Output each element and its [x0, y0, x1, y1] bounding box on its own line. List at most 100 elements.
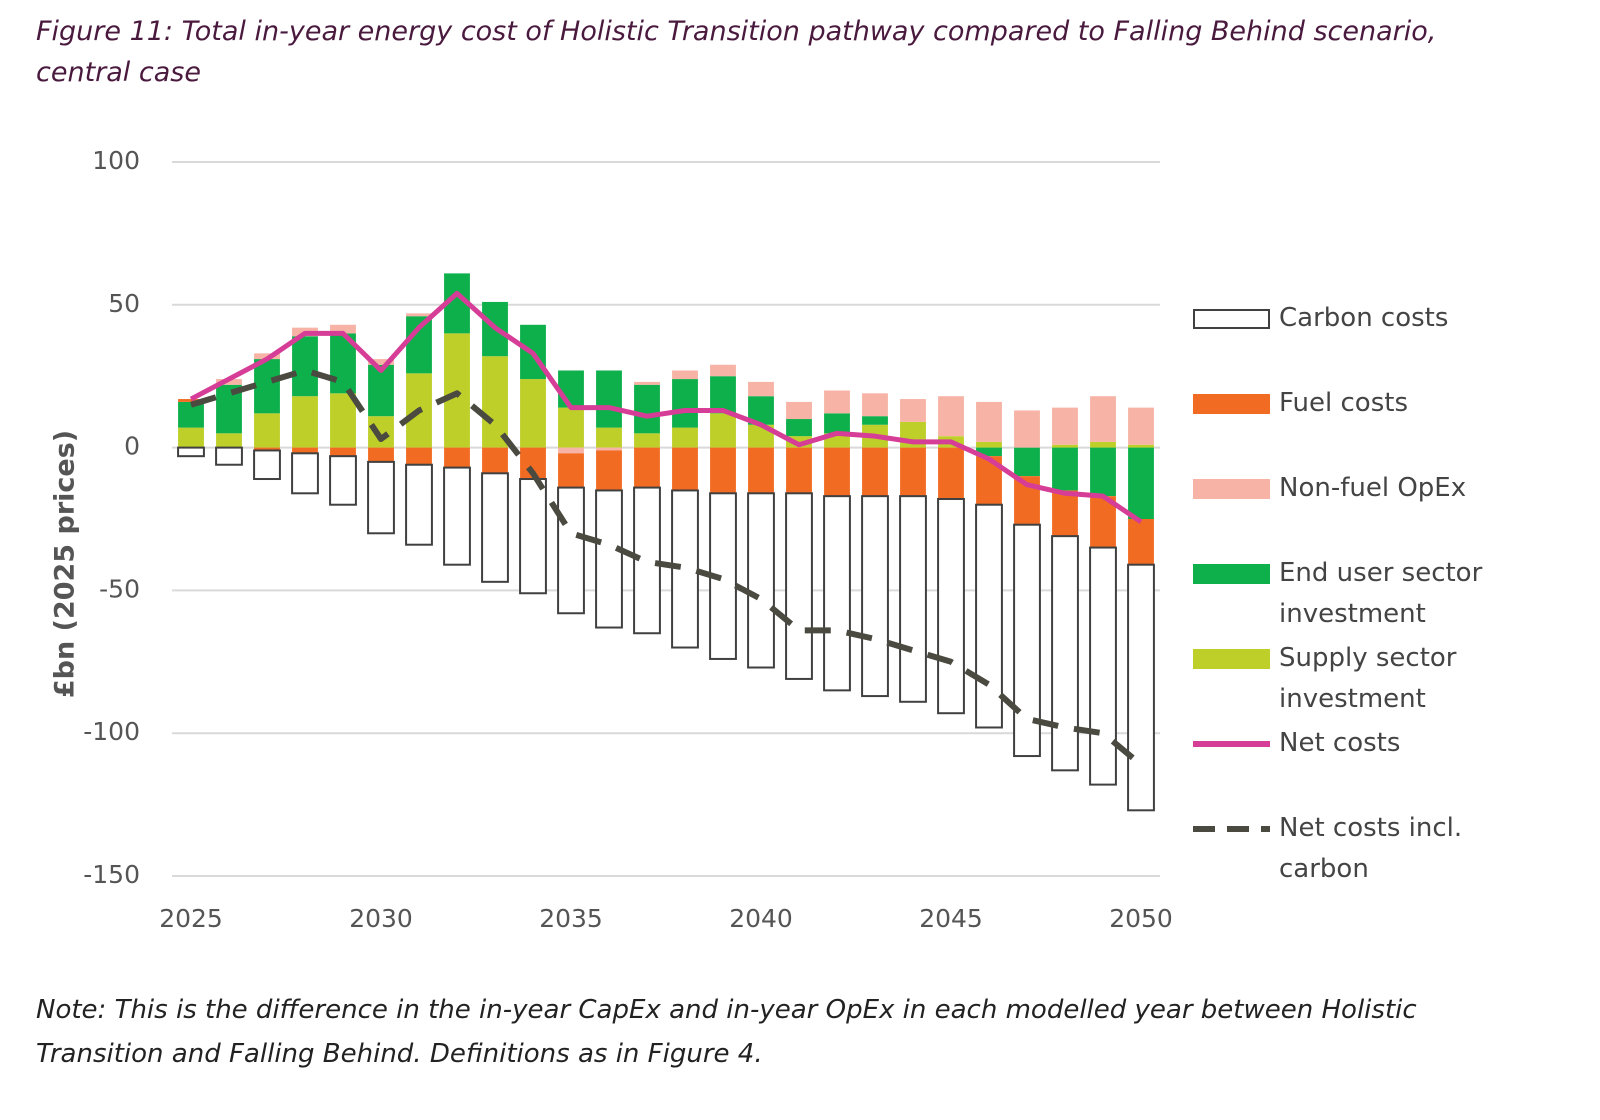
- bar: [976, 401, 1002, 442]
- bar: [634, 433, 660, 448]
- bar: [519, 478, 547, 595]
- bar: [747, 492, 775, 669]
- y-axis-label: £bn (2025 prices): [50, 430, 81, 698]
- bar: [862, 447, 888, 497]
- line: [189, 290, 1143, 524]
- lines: [189, 290, 1143, 767]
- y-tick-label: -150: [83, 860, 140, 889]
- bar: [1090, 396, 1116, 442]
- x-tick-label: 2030: [349, 904, 413, 933]
- bar: [786, 419, 812, 437]
- bar: [216, 433, 242, 448]
- y-tick-label: 100: [92, 146, 140, 175]
- bar: [444, 447, 470, 468]
- chart-title: Figure 11: Total in-year energy cost of …: [36, 16, 1437, 47]
- legend-swatch: [1193, 394, 1270, 414]
- bar: [975, 503, 1003, 729]
- bar: [330, 393, 356, 448]
- bar: [557, 486, 585, 615]
- bar: [254, 413, 280, 448]
- bar: [330, 447, 356, 457]
- legend-entry: Fuel costs: [1193, 383, 1573, 424]
- bar: [368, 416, 394, 448]
- bar: [1052, 447, 1078, 491]
- bar: [748, 447, 774, 494]
- bar: [178, 399, 204, 402]
- legend-label: Supply sector investment: [1279, 643, 1457, 714]
- bar: [558, 370, 584, 408]
- bar: [1052, 407, 1078, 445]
- bar: [672, 447, 698, 491]
- bar: [938, 396, 964, 437]
- x-tick-label: 2025: [159, 904, 223, 933]
- y-tick-label: 50: [108, 289, 140, 318]
- bar: [823, 495, 851, 692]
- bar: [1128, 447, 1154, 519]
- bar: [1128, 407, 1154, 445]
- bar: [254, 447, 280, 451]
- bar: [938, 447, 964, 500]
- legend-entry: Net costs incl. carbon: [1193, 808, 1573, 890]
- bar: [1051, 535, 1079, 772]
- legend-label: End user sector investment: [1279, 558, 1483, 629]
- legend-entry: End user sector investment: [1193, 553, 1573, 635]
- bar: [1014, 410, 1040, 448]
- bar: [937, 498, 965, 715]
- bar: [861, 495, 889, 698]
- bar: [1090, 447, 1116, 497]
- legend-swatch: [1193, 741, 1270, 747]
- legend-label: Carbon costs: [1279, 303, 1449, 333]
- legend-label: Net costs: [1279, 728, 1401, 758]
- legend-label: Net costs incl. carbon: [1279, 813, 1463, 884]
- bar: [786, 447, 812, 494]
- bar: [329, 455, 357, 506]
- note: Note: This is the difference in the in-y…: [36, 995, 1417, 1025]
- bar: [786, 436, 812, 448]
- legend-swatch: [1193, 826, 1270, 832]
- bar: [367, 460, 395, 535]
- bar: [634, 384, 660, 434]
- bar: [672, 427, 698, 448]
- bar: [899, 495, 927, 703]
- bar: [596, 427, 622, 448]
- bar: [215, 446, 243, 466]
- legend-entry: Supply sector investment: [1193, 638, 1573, 720]
- legend-entry: Net costs: [1193, 723, 1573, 764]
- bar: [1127, 563, 1155, 812]
- legend-label: Non-fuel OpEx: [1279, 473, 1467, 503]
- bar: [558, 453, 584, 488]
- bar: [824, 413, 850, 434]
- legend-entry: Non-fuel OpEx: [1193, 468, 1573, 509]
- bar: [1014, 447, 1040, 477]
- line: [190, 367, 1143, 767]
- bar: [405, 463, 433, 546]
- bar: [254, 359, 280, 414]
- legend-swatch: [1193, 309, 1270, 329]
- bar: [292, 336, 318, 397]
- bar: [710, 413, 736, 448]
- legend-swatch: [1193, 564, 1270, 584]
- bar: [595, 489, 623, 629]
- bar: [368, 364, 394, 417]
- bar: [1052, 444, 1078, 448]
- bar: [785, 492, 813, 680]
- y-tick-label: -50: [99, 574, 140, 603]
- bar: [1090, 441, 1116, 448]
- bar: [368, 447, 394, 462]
- bar: [178, 427, 204, 448]
- bar: [216, 379, 242, 385]
- bar: [976, 447, 1002, 457]
- legend-label: Fuel costs: [1279, 388, 1408, 418]
- bar: [1089, 546, 1117, 786]
- bar: [900, 399, 926, 422]
- y-tick-label: -100: [83, 717, 140, 746]
- bar: [406, 313, 432, 317]
- bar: [443, 466, 471, 566]
- bar: [292, 447, 318, 454]
- bar: [330, 324, 356, 334]
- bar: [862, 393, 888, 417]
- bar: [292, 396, 318, 448]
- bars: [177, 273, 1155, 812]
- x-tick-label: 2035: [539, 904, 603, 933]
